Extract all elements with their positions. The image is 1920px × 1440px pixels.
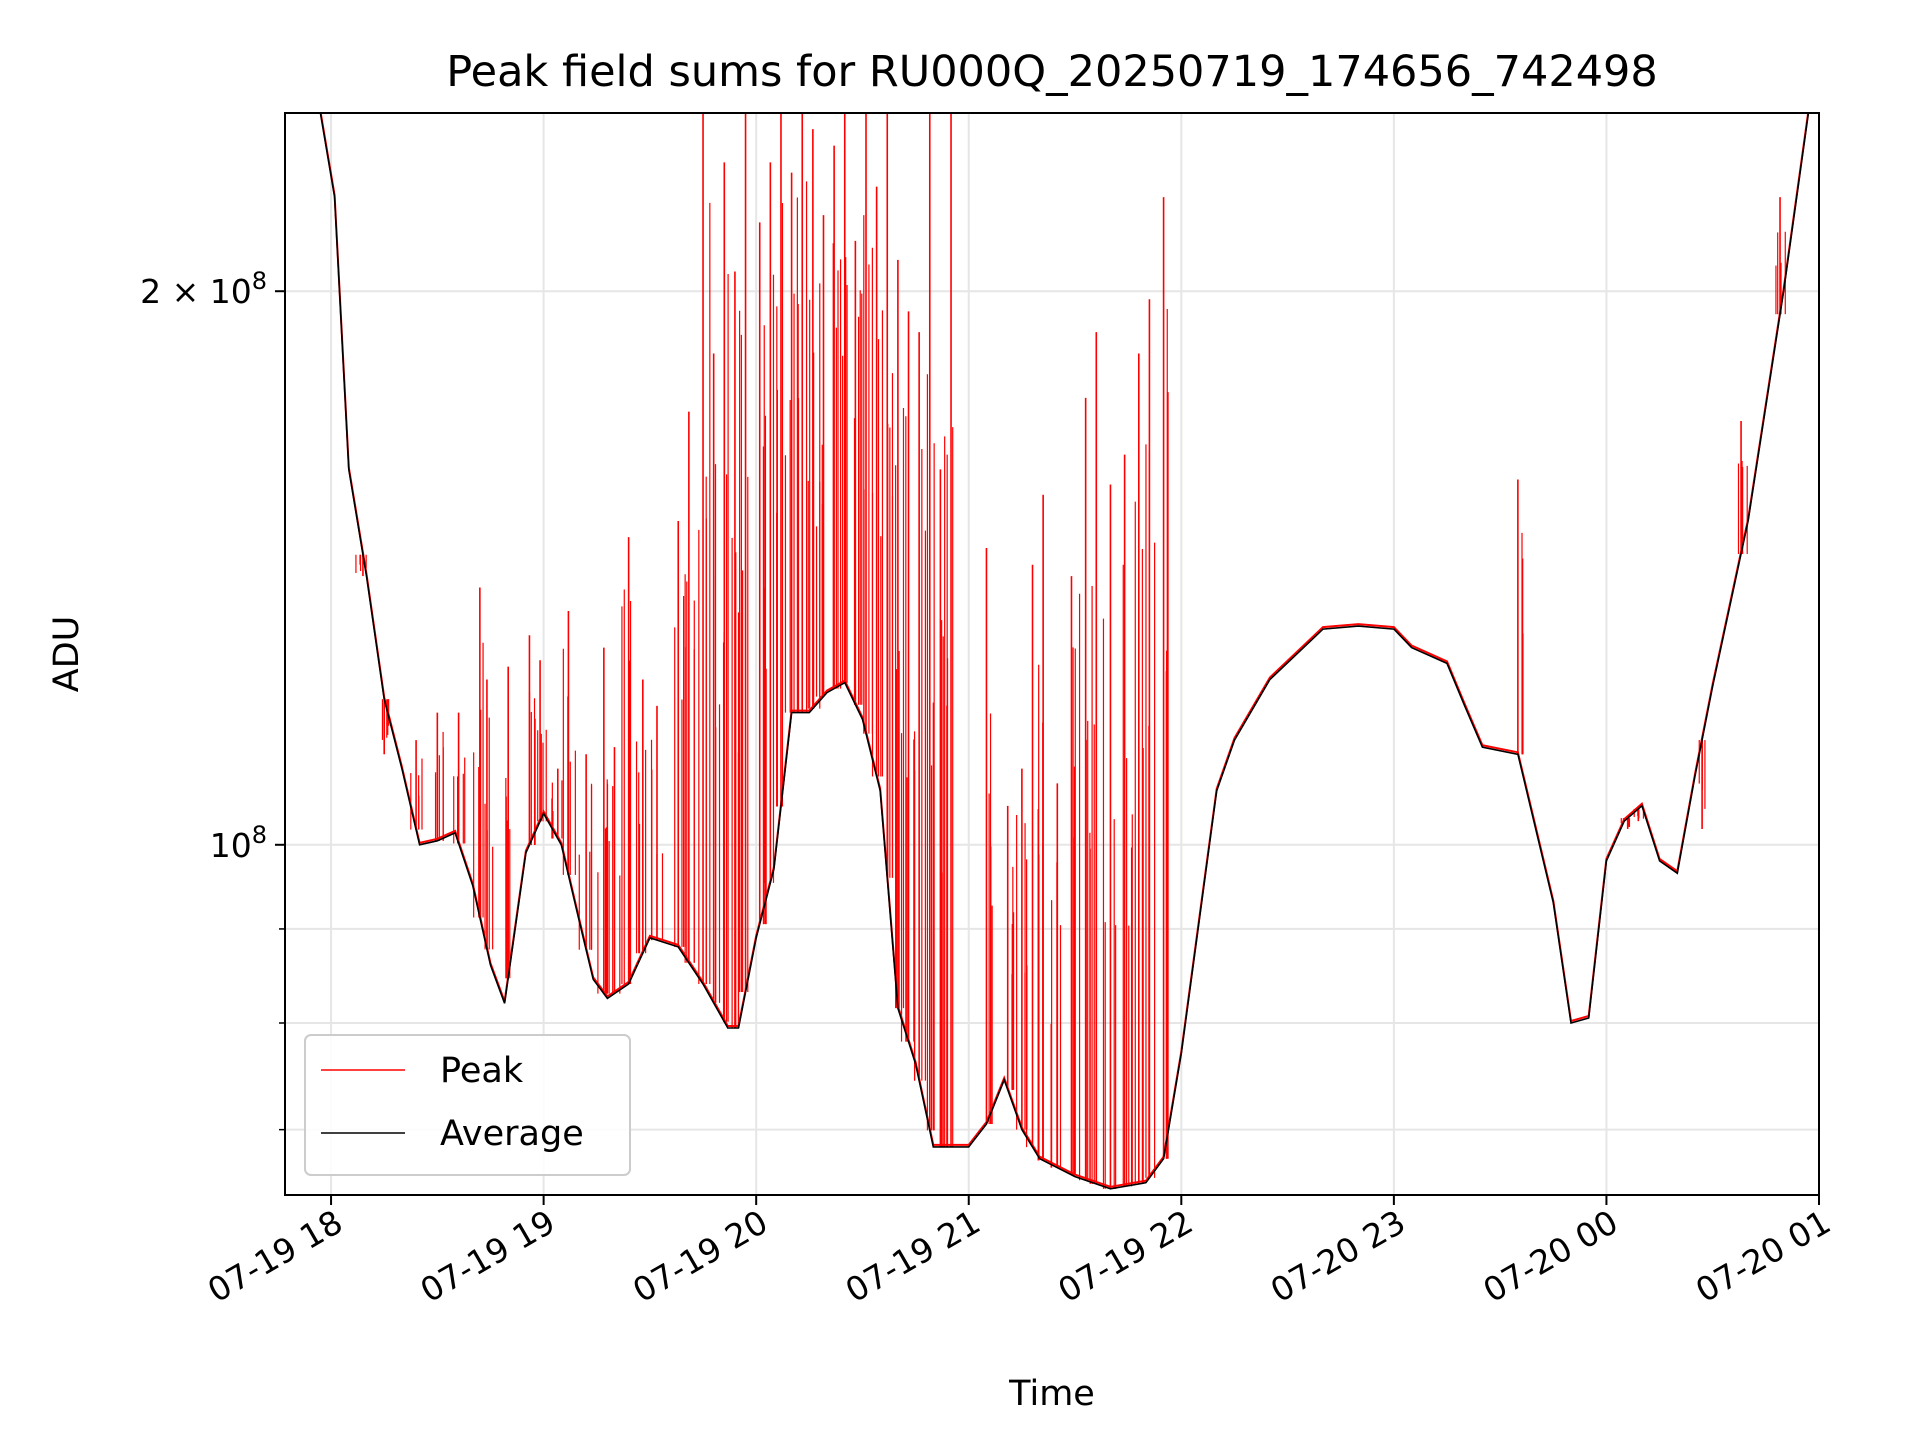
average-series-line xyxy=(285,113,1810,1190)
chart-title: Peak field sums for RU000Q_20250719_1746… xyxy=(446,47,1658,97)
y-tick-label: 2 × 108 xyxy=(140,267,267,311)
y-axis: 108 2 × 108 xyxy=(140,267,285,1131)
x-axis-label: Time xyxy=(1008,1374,1095,1414)
y-axis-label: ADU xyxy=(47,616,87,693)
y-tick-label: 108 xyxy=(210,821,267,865)
legend-average-label: Average xyxy=(440,1114,584,1154)
legend: Peak Average xyxy=(304,1034,631,1176)
series-layer xyxy=(285,113,1810,1190)
legend-peak-label: Peak xyxy=(440,1051,524,1091)
plot-frame xyxy=(284,112,1820,1196)
